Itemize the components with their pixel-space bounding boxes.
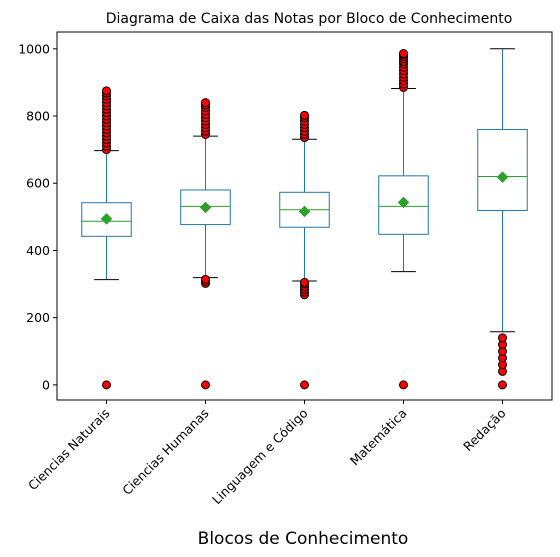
x-tick-label: Redação: [460, 406, 509, 455]
y-tick-label: 0: [42, 377, 50, 392]
x-axis: Ciencias Naturais Ciencias HumanasLinguag…: [25, 400, 509, 507]
box-group: [180, 98, 231, 390]
plot-content: [81, 48, 528, 390]
y-tick-label: 800: [26, 109, 50, 124]
y-tick-label: 400: [26, 243, 50, 258]
y-tick-label: 200: [26, 310, 50, 325]
y-axis: 0 200 400 600 800 1000: [18, 41, 57, 392]
x-tick-label: Linguagem e Código: [209, 406, 311, 508]
mean-marker: [199, 201, 212, 214]
box-group: [81, 86, 132, 390]
outlier-point: [102, 380, 111, 390]
outlier-point: [201, 274, 210, 284]
x-tick-label: Matemática: [347, 406, 410, 469]
outlier-point: [300, 110, 309, 120]
outlier-point: [102, 86, 111, 96]
box-group: [279, 110, 330, 390]
box-group: [378, 49, 429, 390]
mean-marker: [496, 171, 509, 184]
box-iqr: [180, 189, 231, 226]
y-tick-label: 600: [26, 176, 50, 191]
box-iqr: [81, 202, 132, 237]
outlier-point: [300, 380, 309, 390]
box-iqr: [477, 128, 528, 211]
mean-marker: [397, 196, 410, 209]
outlier-point: [399, 49, 408, 59]
outlier-point: [498, 380, 507, 390]
outlier-point: [201, 380, 210, 390]
x-axis-label: Blocos de Conhecimento: [198, 529, 409, 549]
outlier-point: [300, 277, 309, 287]
box-iqr: [378, 175, 429, 235]
x-tick-label: Ciencias Humanas: [119, 406, 211, 498]
mean-marker: [100, 213, 113, 225]
outlier-point: [498, 333, 507, 343]
mean-marker: [298, 205, 311, 218]
x-tick-label: Ciencias Naturais: [25, 406, 113, 494]
y-tick-label: 1000: [18, 41, 50, 56]
chart-title: Diagrama de Caixa das Notas por Bloco de…: [106, 11, 513, 27]
outlier-point: [201, 98, 210, 108]
box-group: [477, 48, 528, 390]
outlier-point: [399, 380, 408, 390]
